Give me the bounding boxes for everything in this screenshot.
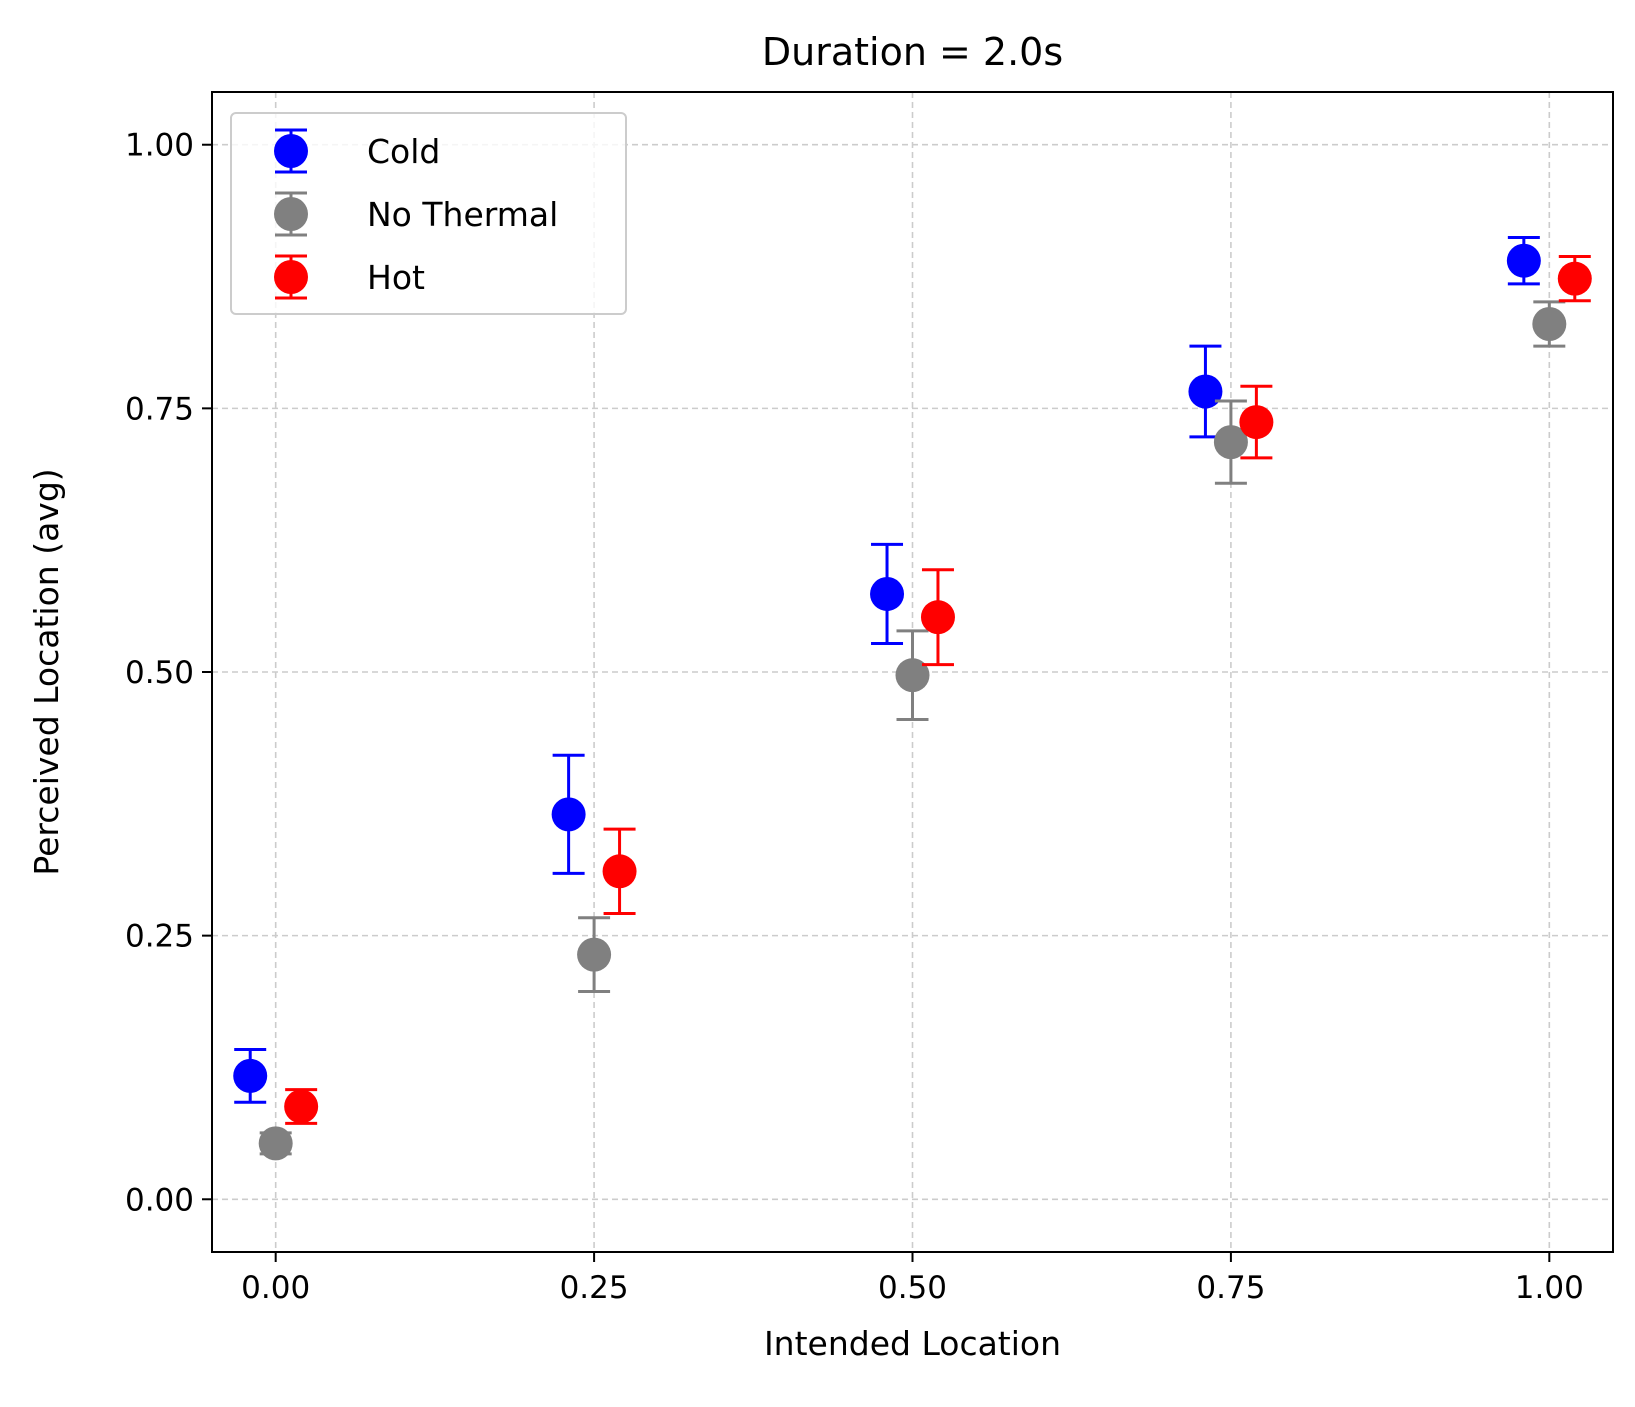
legend-label: Hot	[367, 258, 425, 297]
data-point	[233, 1058, 268, 1093]
y-tick-label: 0.75	[125, 391, 194, 427]
data-point	[1239, 405, 1274, 440]
y-tick-label: 0.50	[125, 655, 194, 691]
x-axis-label: Intended Location	[764, 1324, 1061, 1363]
chart-title: Duration = 2.0s	[762, 30, 1063, 74]
legend: Cold No Thermal Hot	[230, 112, 627, 315]
data-point	[551, 797, 586, 832]
data-point	[1506, 243, 1541, 278]
legend-marker	[274, 197, 308, 231]
data-point	[1532, 307, 1567, 341]
x-tick-label: 0.25	[560, 1270, 629, 1306]
legend-box	[230, 112, 627, 315]
y-axis-label: Perceived Location (avg)	[27, 468, 66, 875]
x-tick-label: 0.50	[878, 1270, 947, 1306]
x-tick-label: 0.75	[1196, 1270, 1265, 1306]
data-point	[1557, 261, 1592, 296]
data-point	[258, 1126, 293, 1161]
data-point	[602, 854, 637, 889]
data-points	[233, 236, 1592, 1161]
legend-label: No Thermal	[367, 195, 558, 234]
y-tick-label: 0.00	[125, 1182, 194, 1218]
x-tick-label: 0.00	[241, 1270, 310, 1306]
data-point	[895, 658, 930, 693]
data-point	[1188, 374, 1223, 409]
data-point	[1213, 425, 1248, 460]
data-point	[284, 1089, 319, 1124]
legend-label: Cold	[367, 132, 440, 171]
x-tick-label: 1.00	[1515, 1270, 1584, 1306]
data-point	[920, 600, 955, 635]
y-tick-label: 0.25	[125, 919, 194, 955]
legend-marker	[274, 260, 308, 294]
data-point	[577, 937, 612, 972]
legend-marker	[274, 134, 308, 168]
data-point	[870, 576, 905, 611]
y-tick-label: 1.00	[125, 128, 194, 164]
axis-ticks: 0.00 0.25 0.50 0.75 1.00 0.00 0.25 0.50 0.75 1.00	[125, 128, 1584, 1306]
